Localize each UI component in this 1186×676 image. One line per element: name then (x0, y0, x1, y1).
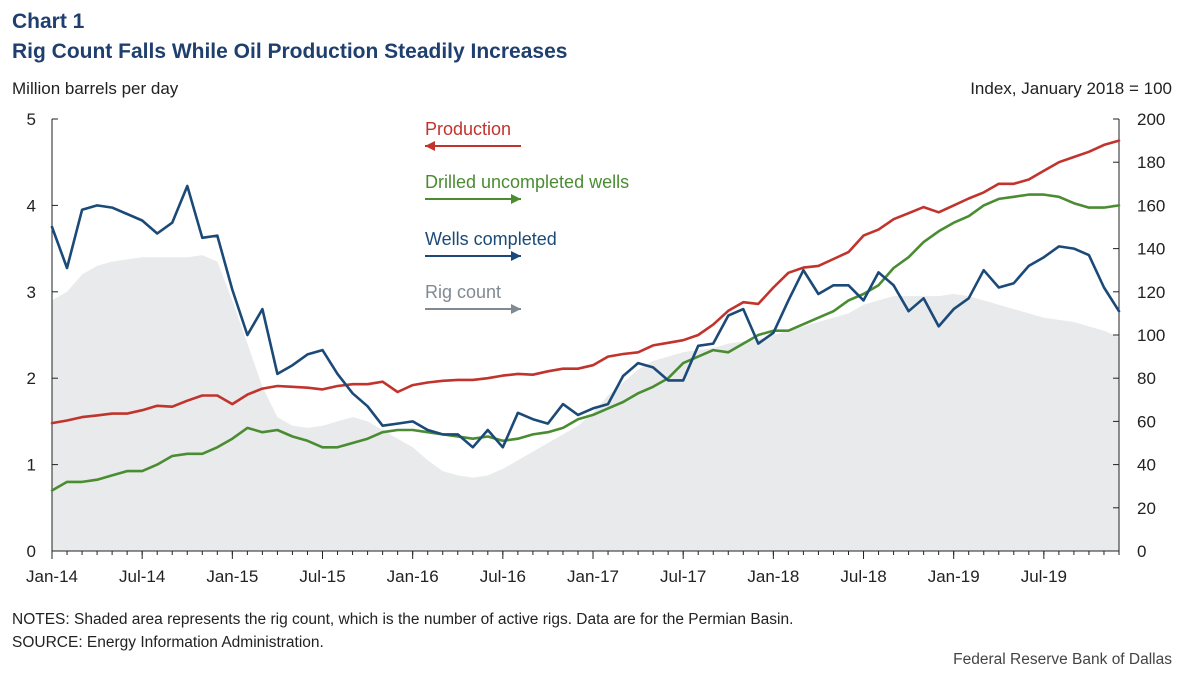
legend-arrow-head-rig-count (511, 304, 521, 314)
chart-notes: NOTES: Shaded area represents the rig co… (12, 611, 794, 628)
chart-number: Chart 1 (12, 10, 85, 33)
x-tick-label: Jul-16 (480, 567, 526, 586)
x-tick-label: Jan-16 (387, 567, 439, 586)
chart-credit: Federal Reserve Bank of Dallas (953, 651, 1172, 668)
x-tick-label: Jul-19 (1021, 567, 1067, 586)
y-axis-left-label: Million barrels per day (12, 79, 179, 98)
x-tick-label: Jan-17 (567, 567, 619, 586)
series-line-production (50, 139, 1121, 425)
legend-label-rig-count: Rig count (425, 282, 501, 302)
chart-title: Rig Count Falls While Oil Production Ste… (12, 40, 568, 63)
legend-label-wells-completed: Wells completed (425, 229, 557, 249)
y-right-tick-label: 20 (1137, 499, 1156, 518)
legend-arrow-head-production (425, 141, 435, 151)
series-line-drilled-uncompleted-wells (50, 193, 1121, 492)
y-right-tick-label: 140 (1137, 240, 1165, 259)
y-left-tick-label: 5 (27, 110, 36, 129)
y-right-tick-label: 200 (1137, 110, 1165, 129)
y-left-tick-label: 2 (27, 369, 36, 388)
x-tick-label: Jan-19 (928, 567, 980, 586)
y-right-tick-label: 100 (1137, 326, 1165, 345)
y-left-tick-label: 4 (27, 196, 36, 215)
y-right-tick-label: 60 (1137, 412, 1156, 431)
y-left-tick-label: 1 (27, 456, 36, 475)
x-tick-label: Jul-18 (840, 567, 886, 586)
y-right-tick-label: 120 (1137, 283, 1165, 302)
legend-label-drilled-uncompleted-wells: Drilled uncompleted wells (425, 172, 629, 192)
x-tick-label: Jul-15 (299, 567, 345, 586)
y-left-tick-label: 0 (27, 542, 36, 561)
series-line-wells-completed (50, 184, 1121, 449)
y-right-tick-label: 40 (1137, 456, 1156, 475)
y-axis-right-label: Index, January 2018 = 100 (970, 79, 1172, 98)
chart-source: SOURCE: Energy Information Administratio… (12, 634, 324, 651)
x-tick-label: Jul-14 (119, 567, 165, 586)
y-right-tick-label: 80 (1137, 369, 1156, 388)
y-left-tick-label: 3 (27, 283, 36, 302)
x-tick-label: Jan-14 (26, 567, 78, 586)
legend-arrow-head-drilled-uncompleted-wells (511, 194, 521, 204)
series-area-rig-count (52, 255, 1119, 551)
x-tick-label: Jan-18 (747, 567, 799, 586)
legend-arrow-head-wells-completed (511, 251, 521, 261)
y-right-tick-label: 180 (1137, 153, 1165, 172)
y-right-tick-label: 0 (1137, 542, 1146, 561)
y-right-tick-label: 160 (1137, 196, 1165, 215)
legend-label-production: Production (425, 119, 511, 139)
x-tick-label: Jan-15 (206, 567, 258, 586)
x-tick-label: Jul-17 (660, 567, 706, 586)
